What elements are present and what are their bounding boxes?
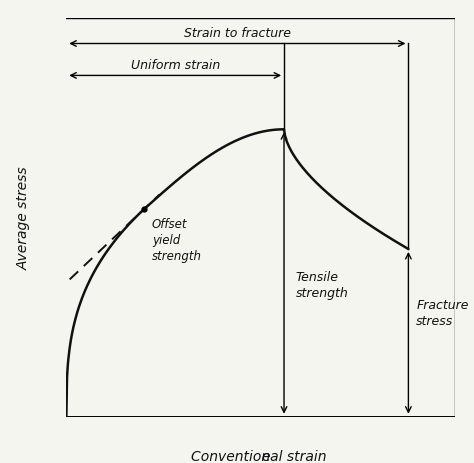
Text: $\it{e}$: $\it{e}$ bbox=[261, 449, 271, 463]
Text: Uniform strain: Uniform strain bbox=[130, 58, 220, 71]
Text: Offset
yield
strength: Offset yield strength bbox=[152, 218, 202, 263]
Text: Tensile
strength: Tensile strength bbox=[296, 270, 348, 299]
Text: Fracture
stress: Fracture stress bbox=[416, 299, 469, 327]
Text: Average stress: Average stress bbox=[17, 166, 31, 269]
Text: Strain to fracture: Strain to fracture bbox=[184, 27, 291, 40]
Text: Conventional strain: Conventional strain bbox=[191, 449, 331, 463]
